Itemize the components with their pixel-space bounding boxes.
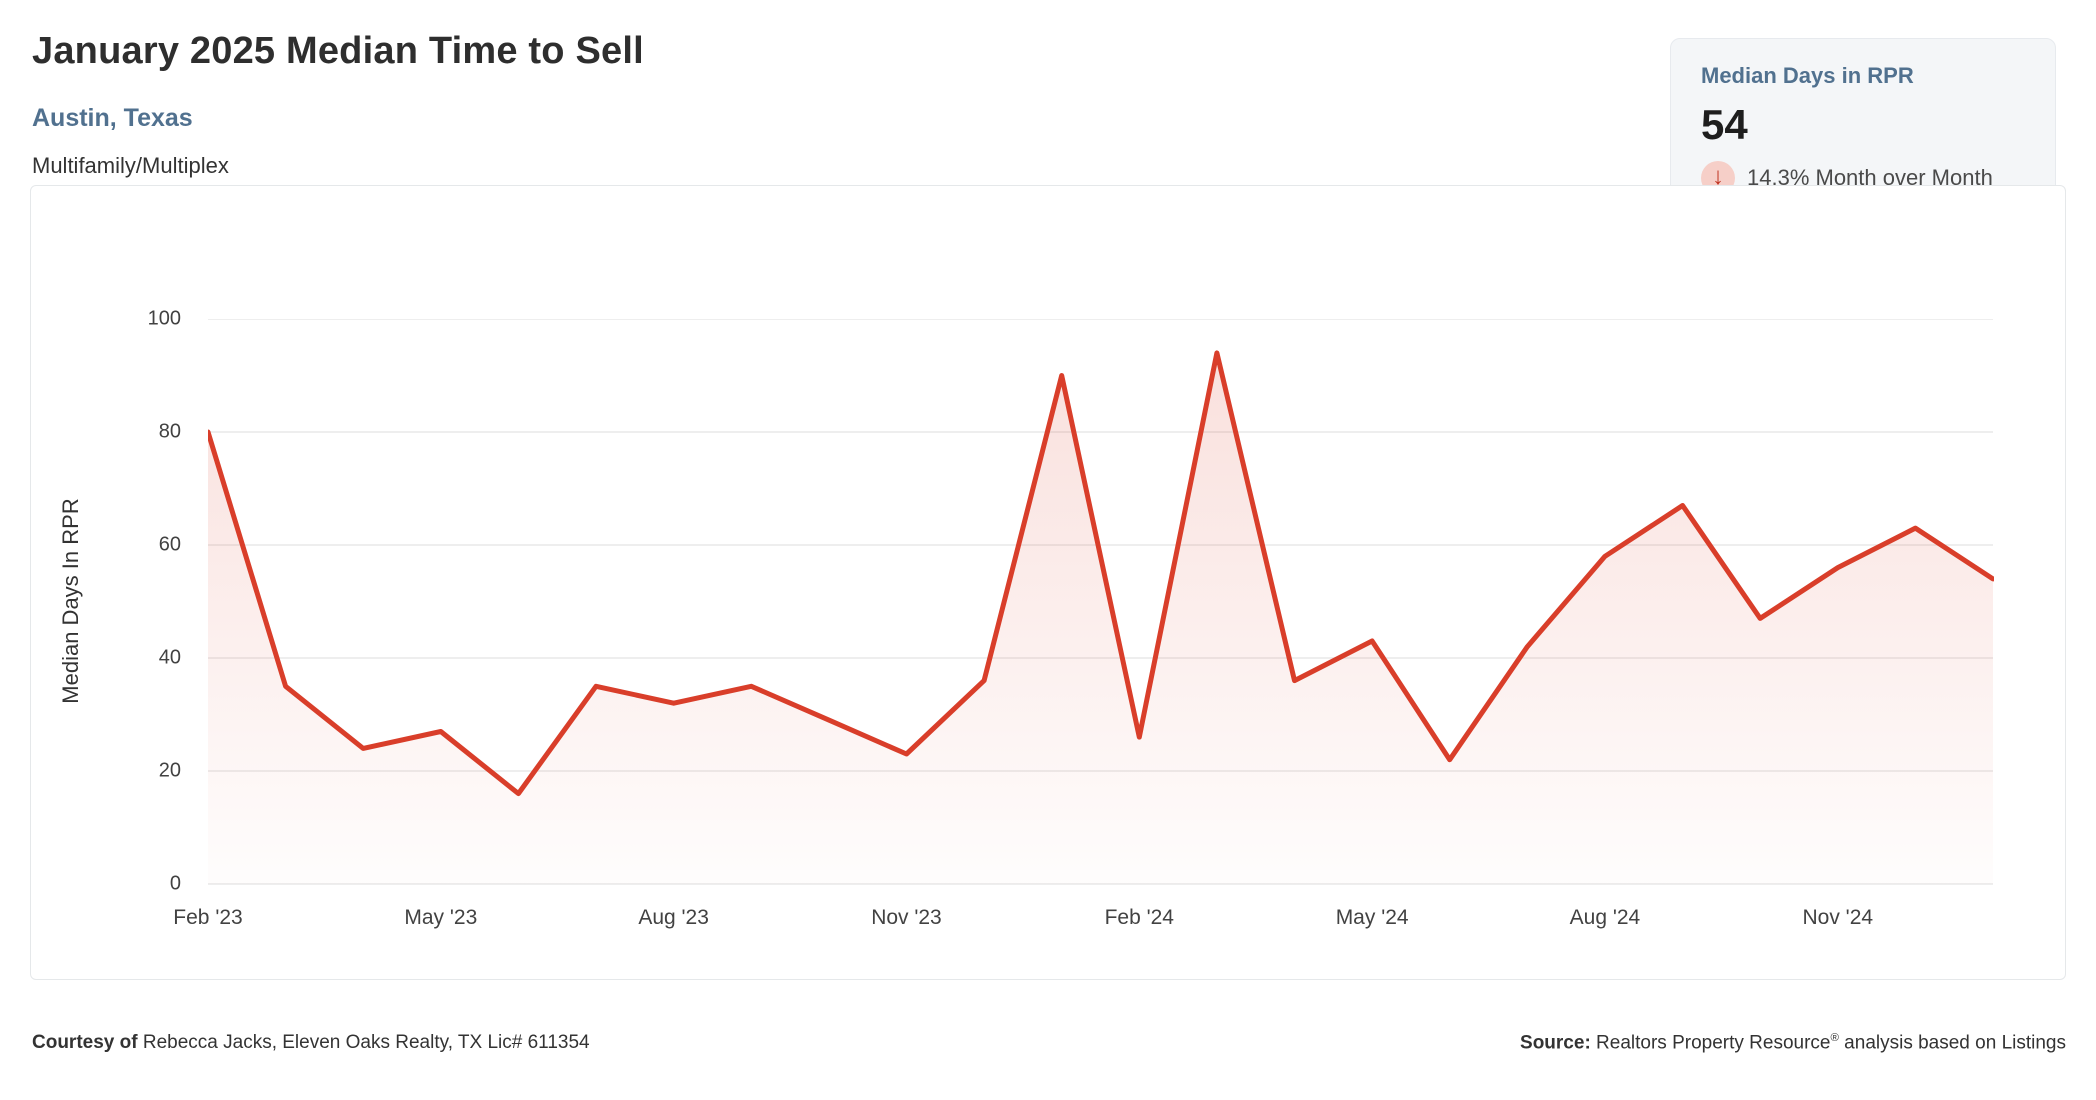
stat-card-value: 54 [1701,101,1748,148]
chart-card: Median Days In RPR 0 20 40 60 80 100 Feb '23 M… [30,185,2066,980]
median-days-area-chart[interactable] [208,319,1994,885]
chart-area-fill [208,352,1993,884]
source-text-pre: Realtors Property Resource [1590,1032,1831,1054]
courtesy-attribution: Courtesy of Rebecca Jacks, Eleven Oaks R… [32,1032,590,1054]
y-axis-title: Median Days In RPR [58,498,83,704]
x-tick-label-may-24: May '24 [1335,906,1409,929]
y-tick-label-100: 100 [147,307,181,330]
source-label: Source: [1520,1032,1591,1054]
y-tick-label-80: 80 [158,420,181,443]
x-tick-label-aug-24: Aug '24 [1569,906,1641,929]
x-tick-label-feb-24: Feb '24 [1104,906,1174,929]
source-attribution: Source: Realtors Property Resource® anal… [1520,1032,2066,1054]
courtesy-label: Courtesy of [32,1032,138,1053]
courtesy-text: Rebecca Jacks, Eleven Oaks Realty, TX Li… [137,1032,590,1053]
x-tick-label-may-23: May '23 [404,906,478,929]
x-tick-label-feb-23: Feb '23 [173,906,243,929]
x-tick-label-nov-23: Nov '23 [871,906,942,929]
property-type-label: Multifamily/Multiplex [32,153,229,178]
y-tick-label-20: 20 [158,759,181,782]
y-tick-label-60: 60 [158,533,181,556]
x-tick-label-aug-23: Aug '23 [638,906,709,929]
stat-card-label: Median Days in RPR [1701,63,1914,88]
down-arrow-icon: ↓ [1712,163,1724,190]
source-text-post: analysis based on Listings [1838,1032,2066,1054]
page-title: January 2025 Median Time to Sell [32,30,644,72]
y-tick-label-0: 0 [169,872,181,895]
location-subtitle: Austin, Texas [32,104,193,132]
y-tick-label-40: 40 [158,646,181,669]
x-tick-label-nov-24: Nov '24 [1802,906,1874,929]
median-days-stat-card: Median Days in RPR 54 ↓ 14.3% Month over… [1670,38,2056,201]
chart-line-median-days [208,350,1994,797]
registered-mark: ® [1830,1032,1839,1044]
